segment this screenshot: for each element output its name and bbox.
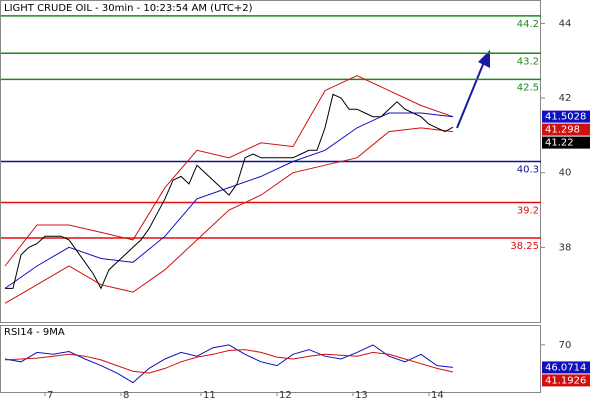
y-tick-label: 44 <box>559 18 572 29</box>
last-value-box <box>542 123 590 136</box>
last-value-label: 41.1926 <box>545 375 586 386</box>
series-line <box>4 75 454 267</box>
y-tick-label: 40 <box>559 168 572 179</box>
x-tick-label: 14 <box>431 390 444 400</box>
last-value-label: 41.5028 <box>545 112 586 123</box>
level-label: 42.5 <box>517 82 539 93</box>
series-line <box>5 93 454 290</box>
series-line <box>4 349 454 374</box>
last-value-label: 41.298 <box>545 125 580 136</box>
level-label: 39.2 <box>517 206 539 217</box>
x-tick-label: 11 <box>203 390 216 400</box>
x-tick-label: 13 <box>355 390 368 400</box>
last-value-label: 46.0714 <box>545 362 586 373</box>
series-line <box>4 344 454 384</box>
level-label: 44.2 <box>517 19 539 30</box>
level-label: 40.3 <box>517 165 539 176</box>
annotation-arrow <box>456 50 490 129</box>
last-value-box <box>542 136 590 149</box>
x-tick-label: 8 <box>123 390 129 400</box>
last-value-box <box>542 110 590 123</box>
last-value-box <box>542 374 590 387</box>
y-tick-label: 42 <box>559 93 572 104</box>
series-line <box>4 112 454 289</box>
last-value-box <box>542 361 590 374</box>
arrow-shaft <box>456 61 485 129</box>
y-tick-label: 70 <box>559 340 572 351</box>
rsi-title: RSI14 - 9MA <box>4 327 65 338</box>
level-label: 43.2 <box>517 56 539 67</box>
arrow-head <box>478 50 490 68</box>
level-label: 38.25 <box>510 241 539 252</box>
last-value-label: 41.22 <box>545 138 574 149</box>
chart-title: LIGHT CRUDE OIL - 30min - 10:23:54 AM (U… <box>4 3 253 14</box>
series-line <box>4 127 454 304</box>
x-tick-label: 12 <box>279 390 292 400</box>
rsi-frame <box>0 325 541 393</box>
y-tick-label: 38 <box>559 242 572 253</box>
x-tick-label: 7 <box>47 390 53 400</box>
